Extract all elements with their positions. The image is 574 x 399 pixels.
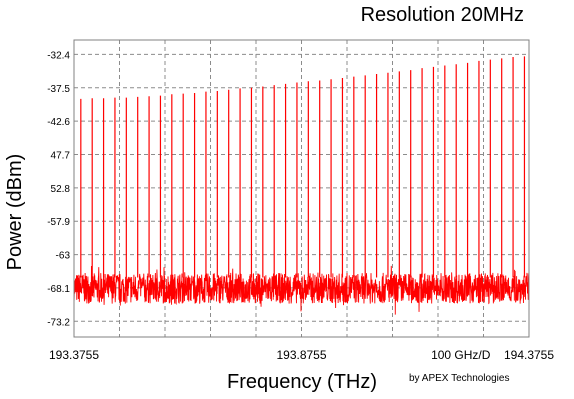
x-tick-labels: 193.3755 193.8755 100 GHz/D 194.3755 (49, 348, 554, 362)
spectral-peaks (80, 56, 526, 278)
y-tick-label: -68.1 (47, 284, 70, 295)
y-tick-label: -63 (56, 251, 71, 262)
resolution-label: Resolution 20MHz (360, 4, 524, 26)
noise-floor-trace (73, 265, 530, 315)
credit-label: by APEX Technologies (409, 373, 510, 384)
y-tick-label: 52.8 (51, 184, 71, 195)
x-tick-label: 193.8755 (276, 348, 326, 362)
y-tick-label: -37.5 (47, 84, 70, 95)
plot-frame (73, 39, 530, 338)
y-tick-label: 47.7 (51, 150, 71, 161)
x-tick-label: 193.3755 (49, 348, 99, 362)
x-axis-label: Frequency (THz) (227, 371, 378, 393)
x-tick-label: 100 GHz/D (431, 348, 491, 362)
y-tick-label: -57.9 (47, 217, 70, 228)
noise-floor-path (73, 265, 530, 315)
y-tick-label: -42.6 (47, 117, 70, 128)
x-tick-label: 194.3755 (504, 348, 554, 362)
y-axis-label: Power (dBm) (4, 153, 26, 271)
y-tick-labels: -32.4 -37.5 -42.6 47.7 52.8 -57.9 -63 -68.1 -73.… (47, 50, 70, 328)
y-tick-label: -32.4 (47, 50, 70, 61)
grid-lines (74, 40, 529, 337)
y-tick-label: -73.2 (47, 317, 70, 328)
